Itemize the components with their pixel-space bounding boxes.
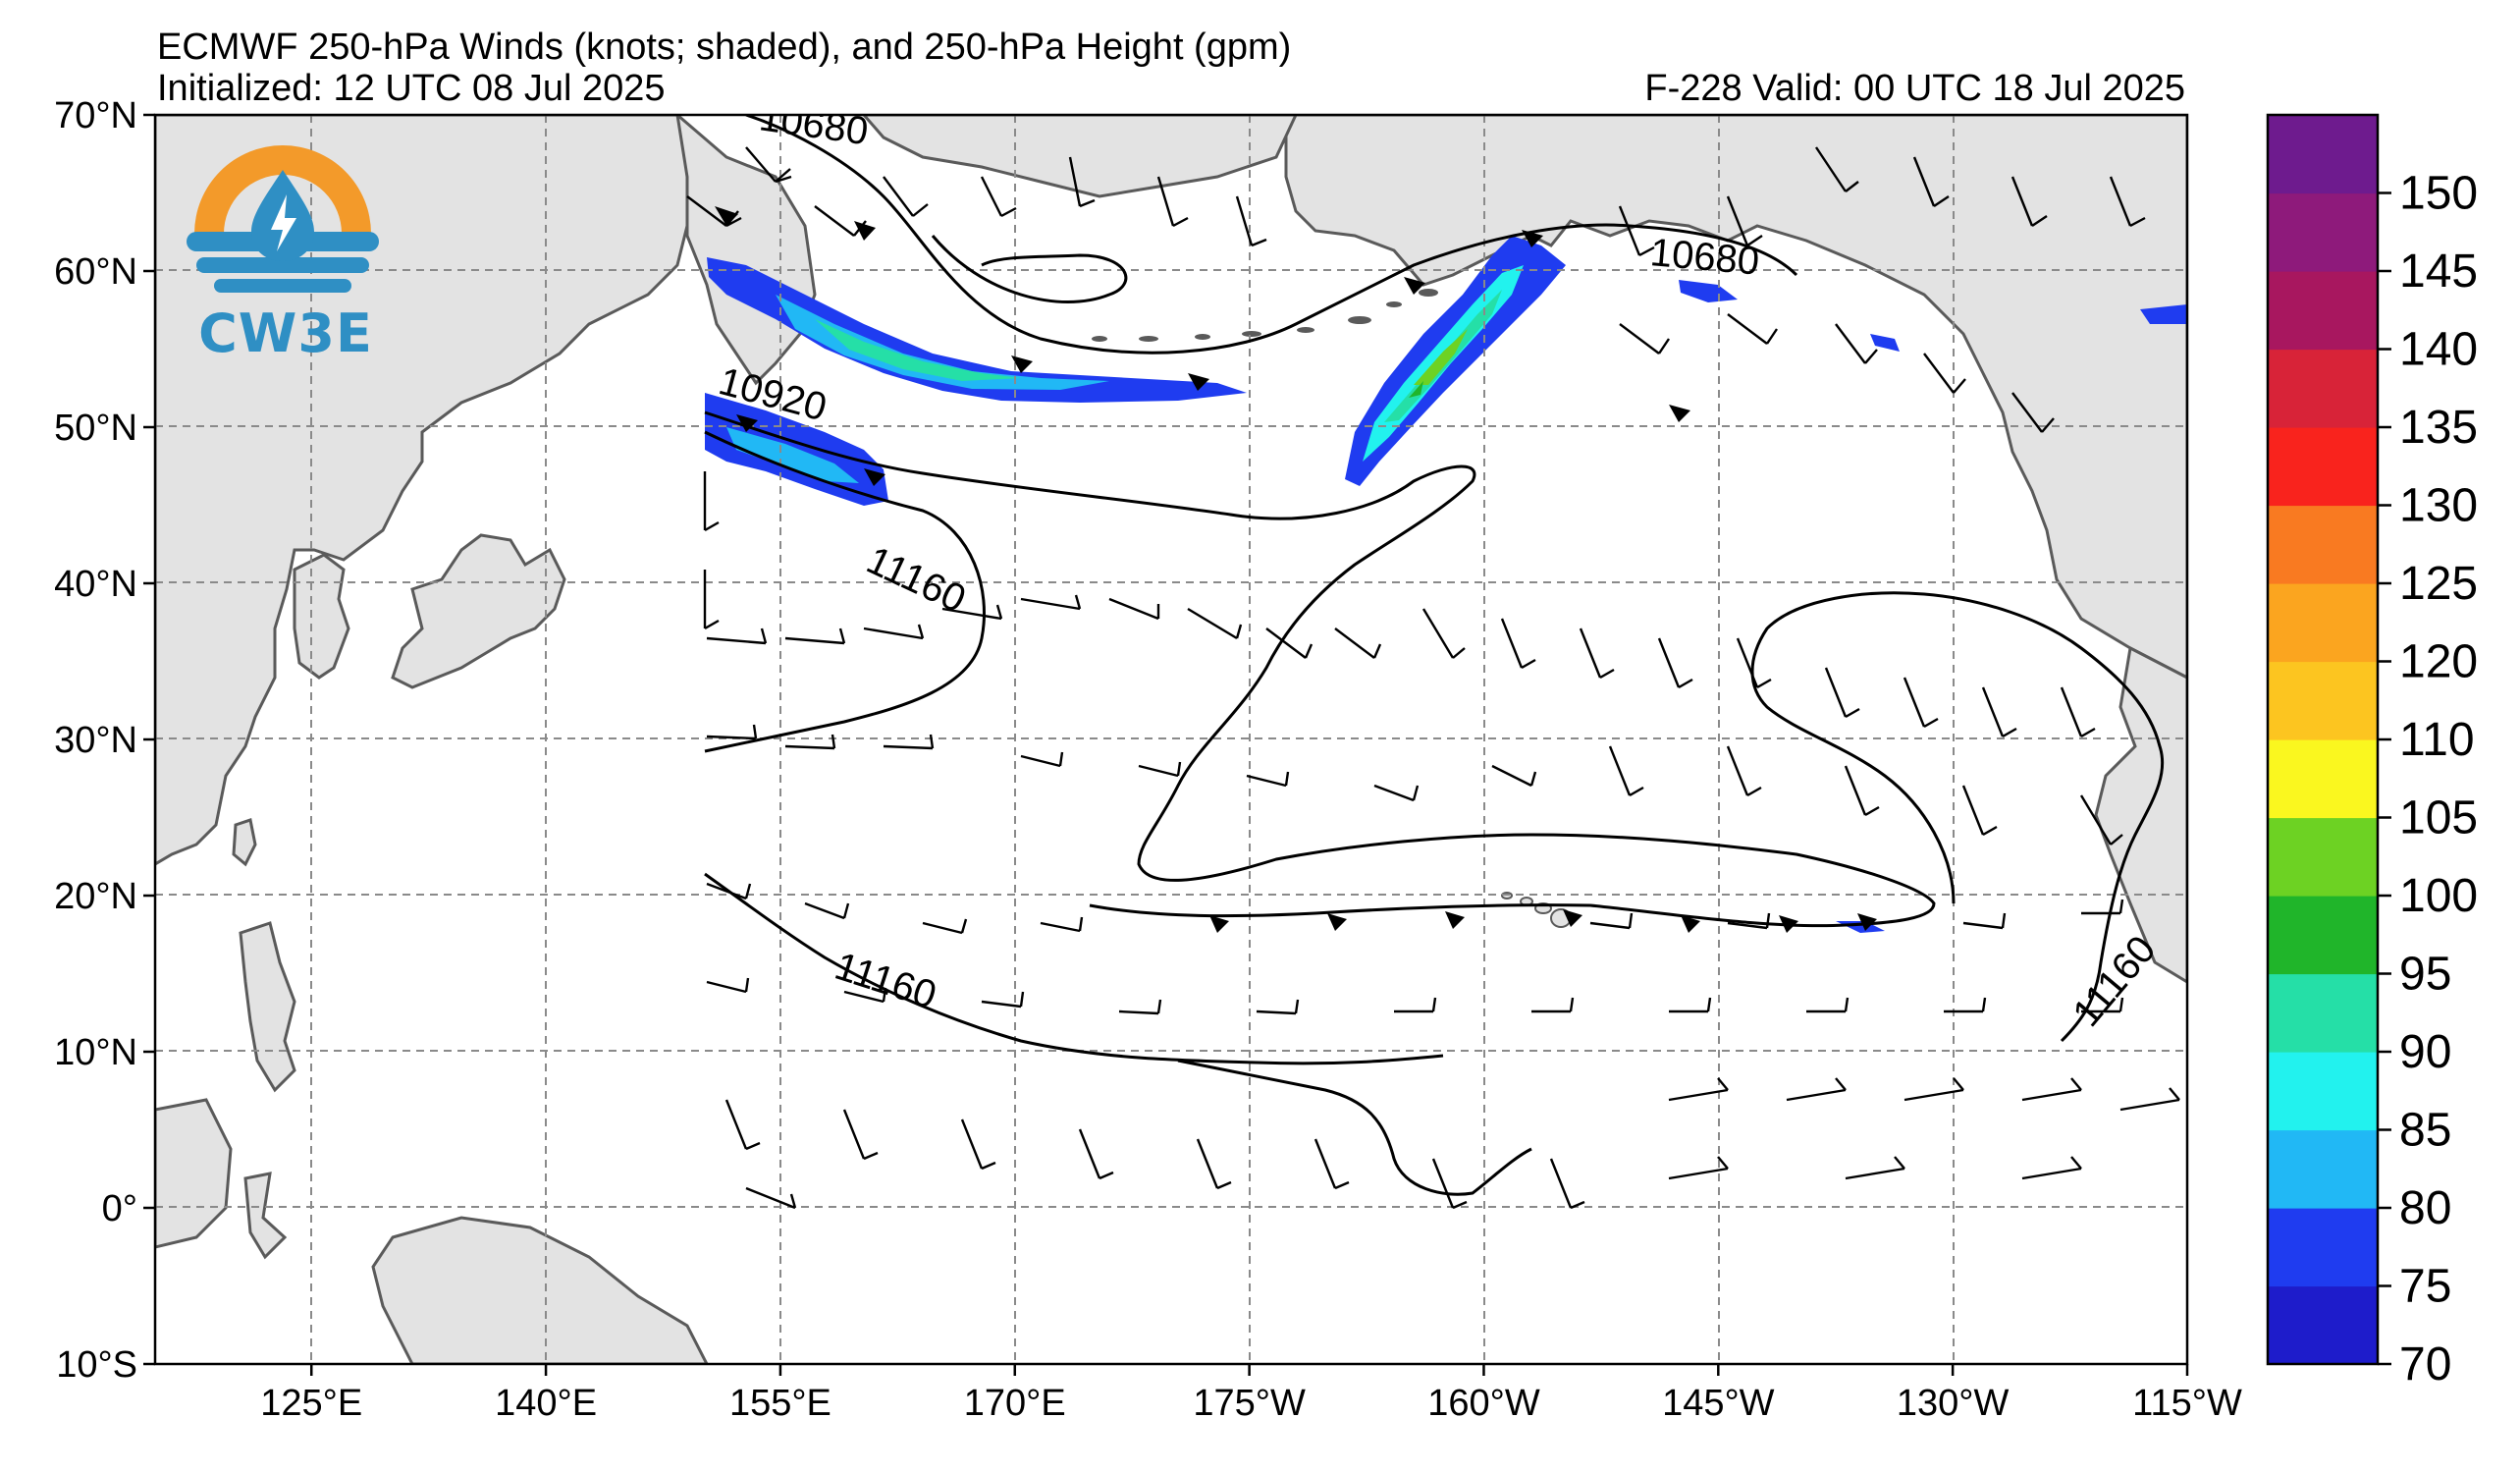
colorbar-label: 90 — [2399, 1026, 2451, 1078]
lon-tick-label: 170°E — [964, 1383, 1066, 1424]
lat-tick-label: 0° — [102, 1188, 137, 1229]
jet-east — [2140, 304, 2187, 324]
colorbar-swatch — [2268, 115, 2378, 194]
jet-gulf-peak — [1414, 329, 1468, 385]
celebes — [243, 1172, 288, 1260]
aleutian-islands — [1092, 289, 1438, 342]
jet-west-b-core — [726, 427, 859, 483]
colorbar-label: 100 — [2399, 870, 2478, 922]
lat-tick-label: 10°N — [54, 1032, 137, 1073]
colorbar: 70 75 80 85 90 95 100 105 110 120 125 130 135 140 145 1… — [2266, 113, 2478, 1391]
chukotka — [862, 115, 1298, 198]
asia-mainland — [155, 115, 701, 866]
lon-tick-label: 145°W — [1662, 1383, 1775, 1424]
colorbar-swatch — [2268, 583, 2378, 663]
lightning-icon — [271, 194, 296, 251]
jet-coast — [1679, 280, 1738, 302]
colorbar-swatch — [2268, 192, 2378, 272]
logo-ring — [194, 145, 371, 234]
taiwan — [232, 818, 257, 867]
lat-ticks: 70°N 60°N 50°N 40°N 30°N 20°N 10°N 0° 10°S — [54, 95, 155, 1386]
height-contours — [704, 115, 2165, 1196]
colorbar-swatch — [2268, 739, 2378, 819]
colorbar-swatch — [2268, 1208, 2378, 1287]
wind-barbs — [686, 146, 2180, 1210]
logo-wave — [196, 257, 369, 273]
colorbar-swatch — [2268, 427, 2378, 507]
valid-time-label: F-228 Valid: 00 UTC 18 Jul 2025 — [1644, 68, 2185, 109]
colorbar-label: 130 — [2399, 480, 2478, 532]
lat-tick-label: 30°N — [54, 720, 137, 761]
lon-ticks: 125°E 140°E 155°E 170°E 175°W 160°W 145°W 130°W… — [260, 1364, 2242, 1424]
lat-tick-label: 50°N — [54, 408, 137, 449]
colorbar-swatch — [2268, 505, 2378, 584]
korea — [293, 553, 350, 680]
jet-west-a-inner — [815, 319, 1021, 381]
lon-tick-label: 125°E — [260, 1383, 362, 1424]
colorbar-label: 140 — [2399, 324, 2478, 376]
lat-tick-label: 70°N — [54, 95, 137, 136]
colorbar-label: 145 — [2399, 246, 2478, 298]
colorbar-label: 125 — [2399, 558, 2478, 610]
colorbar-label: 85 — [2399, 1105, 2451, 1157]
colorbar-swatch — [2268, 973, 2378, 1053]
contour-11160-loop — [1750, 591, 2165, 1043]
logo-text: CW3E — [198, 302, 373, 364]
chart-title: ECMWF 250-hPa Winds (knots; shaded), and… — [157, 27, 1292, 68]
colorbar-label: 95 — [2399, 949, 2451, 1001]
lat-tick-label: 40°N — [54, 564, 137, 605]
lon-tick-label: 155°E — [729, 1383, 831, 1424]
cw3e-logo — [187, 145, 379, 293]
contour-10680-north — [745, 115, 1798, 355]
japan — [391, 533, 566, 689]
wind-barb-flags — [715, 206, 1877, 933]
colorbar-swatch — [2268, 271, 2378, 351]
initialized-label: Initialized: 12 UTC 08 Jul 2025 — [157, 68, 666, 109]
mexico — [2094, 645, 2187, 984]
colorbar-label: 70 — [2399, 1338, 2451, 1391]
jet-bc — [1870, 334, 1900, 352]
colorbar-label: 105 — [2399, 792, 2478, 845]
colorbar-label: 75 — [2399, 1261, 2451, 1313]
lat-tick-label: 60°N — [54, 251, 137, 293]
new-guinea — [371, 1216, 709, 1364]
lon-tick-label: 175°W — [1193, 1383, 1306, 1424]
colorbar-label: 135 — [2399, 402, 2478, 454]
colorbar-swatch — [2268, 1052, 2378, 1131]
colorbar-label: 150 — [2399, 168, 2478, 220]
map-content: 10680 10680 10920 11160 11160 11160 — [155, 115, 2187, 1364]
jet-gulf-peak2 — [1409, 381, 1423, 398]
contour-10920 — [704, 410, 1936, 928]
lat-tick-label: 20°N — [54, 876, 137, 917]
contour-11160-north — [704, 430, 986, 753]
contour-inner-ring — [931, 235, 1128, 303]
colorbar-swatch — [2268, 1129, 2378, 1209]
colorbar-swatch — [2268, 817, 2378, 897]
contour-tropic — [1177, 1059, 1532, 1196]
colorbar-label: 120 — [2399, 636, 2478, 688]
colorbar-swatch — [2268, 661, 2378, 740]
colorbar-label: 80 — [2399, 1182, 2451, 1234]
philippines — [239, 921, 296, 1093]
colorbar-label: 110 — [2399, 714, 2475, 766]
colorbar-swatch — [2268, 896, 2378, 975]
colorbar-swatch — [2268, 1285, 2378, 1365]
lon-tick-label: 115°W — [2132, 1383, 2242, 1424]
lon-tick-label: 140°E — [495, 1383, 597, 1424]
lon-tick-label: 160°W — [1427, 1383, 1540, 1424]
contour-11160-south — [704, 872, 1444, 1065]
graticule — [155, 115, 2187, 1364]
logo-wave — [214, 279, 351, 293]
contour-label: 10680 — [1648, 231, 1761, 284]
colorbar-swatch — [2268, 349, 2378, 428]
lon-tick-label: 130°W — [1897, 1383, 2010, 1424]
lat-tick-label: 10°S — [56, 1344, 137, 1386]
